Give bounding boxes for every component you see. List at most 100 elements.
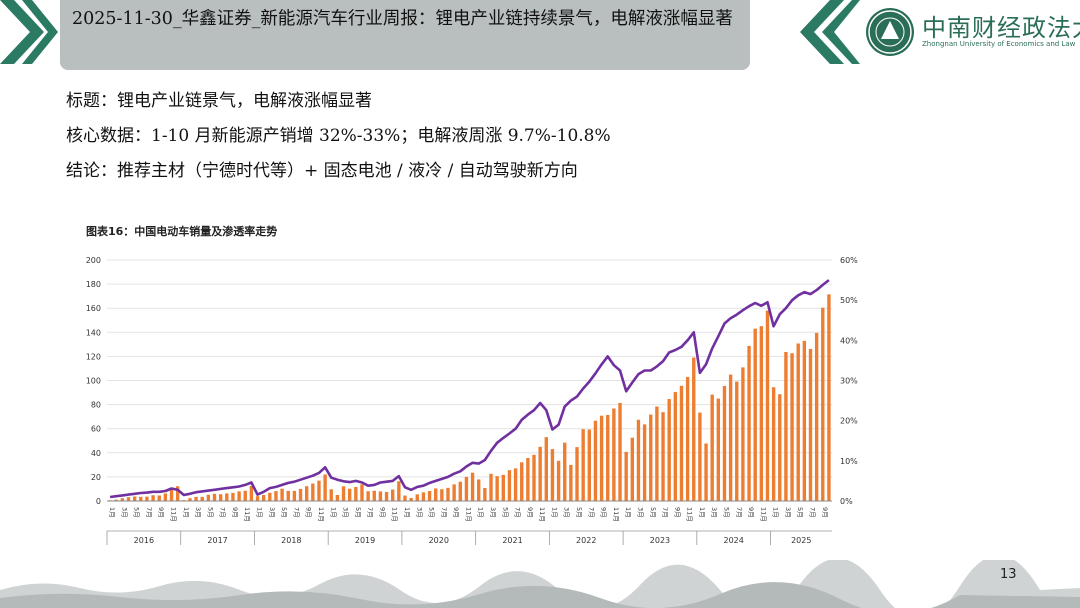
bar-sales [446,487,450,501]
bar-sales [538,446,542,501]
x-month-tick-label: 7月 [440,507,448,518]
bar-sales [513,468,518,501]
x-month-tick-label: 7月 [808,507,816,518]
bar-sales [649,414,653,501]
x-month-tick-label: 3月 [636,507,644,518]
bar-sales [796,343,800,501]
bar-sales [685,377,690,501]
bar-sales [255,496,260,501]
bar-sales [581,429,585,501]
y-right-tick-label: 0% [840,497,853,506]
bar-sales [391,489,395,501]
bar-sales [452,484,456,501]
bar-sales [243,490,247,501]
bar-sales [366,491,370,501]
bar-sales [507,470,512,501]
bar-sales [188,498,192,501]
y-left-tick-label: 20 [91,473,101,482]
bar-sales [520,462,524,501]
bar-sales [790,353,794,501]
x-month-tick-label: 5月 [649,507,657,518]
x-month-tick-label: 11月 [612,507,620,522]
bar-sales [323,474,327,501]
bar-sales [673,392,678,501]
bar-sales [360,484,364,501]
bar-sales [218,494,223,501]
x-month-tick-label: 7月 [219,507,227,518]
x-month-tick-label: 5月 [796,507,804,518]
x-year-label: 2017 [207,536,227,545]
bar-sales [483,487,487,501]
x-month-tick-label: 5月 [354,507,362,518]
bar-sales [354,487,358,501]
x-month-tick-label: 3月 [784,507,792,518]
bar-sales [692,357,696,501]
x-year-label: 2023 [650,536,670,545]
slide-title: 2025-11-30_华鑫证券_新能源汽车行业周报：锂电产业链持续景气，电解液涨… [72,9,733,29]
x-month-tick-label: 11月 [538,507,546,522]
bar-sales [784,351,788,501]
bar-sales [569,464,573,501]
y-right-tick-label: 50% [840,296,858,305]
bar-sales [120,498,125,501]
bar-sales [403,495,407,501]
y-right-tick-label: 30% [840,377,858,386]
bar-sales [409,497,413,501]
x-month-tick-label: 5月 [722,507,730,518]
x-month-tick-label: 9月 [673,507,681,518]
bar-sales [618,402,622,501]
bar-sales [206,494,211,501]
bar-sales [636,419,641,501]
left-chevron-decoration [0,0,58,64]
x-month-tick-label: 9月 [305,507,313,518]
bar-sales [593,420,598,501]
x-month-tick-label: 9月 [378,507,386,518]
x-month-tick-label: 3月 [415,507,423,518]
bar-sales [728,374,733,501]
y-left-tick-label: 140 [86,328,101,337]
x-year-label: 2018 [281,536,301,545]
bar-sales [268,492,272,501]
bar-sales [642,424,647,501]
bar-sales [814,332,819,501]
y-left-tick-label: 160 [86,304,101,313]
y-left-tick-label: 100 [86,377,101,386]
bar-sales [335,494,340,501]
x-month-tick-label: 9月 [747,507,755,518]
bar-sales [163,493,168,501]
bar-sales [139,496,143,501]
bullet-conclusion: 结论：推荐主材（宁德时代等）+ 固态电池 / 液冷 / 自动驾驶新方向 [66,161,578,181]
y-left-tick-label: 40 [91,449,101,458]
x-month-tick-label: 1月 [108,507,116,518]
line-penetration-rate [109,279,830,499]
x-month-tick-label: 3月 [563,507,571,518]
bar-sales [175,486,180,501]
x-year-label: 2020 [429,536,449,545]
x-year-label: 2021 [502,536,522,545]
x-month-tick-label: 5月 [501,507,509,518]
x-month-tick-label: 1月 [698,507,706,518]
x-month-tick-label: 1月 [550,507,558,518]
bar-sales [550,449,555,501]
x-month-tick-label: 11月 [170,507,178,522]
x-month-tick-label: 3月 [710,507,718,518]
bar-sales [286,490,290,501]
bar-sales [753,328,757,501]
x-month-tick-label: 11月 [391,507,399,522]
bar-sales [378,491,383,501]
x-month-tick-label: 5月 [280,507,288,518]
x-month-tick-label: 5月 [428,507,436,518]
y-left-tick-label: 120 [86,352,101,361]
bar-sales [587,429,591,501]
x-month-tick-label: 11月 [759,507,767,522]
bar-sales [778,394,782,501]
x-month-tick-label: 7月 [366,507,374,518]
bar-sales [298,488,303,501]
bar-sales [563,442,567,501]
bar-sales [606,414,610,501]
summary-bullets: 标题：锂电产业链景气，电解液涨幅显著 核心数据：1-10 月新能源产销增 32%… [66,84,611,189]
x-month-tick-label: 3月 [194,507,202,518]
x-month-tick-label: 9月 [157,507,165,518]
bar-sales [661,412,665,501]
x-month-tick-label: 1月 [772,507,780,518]
